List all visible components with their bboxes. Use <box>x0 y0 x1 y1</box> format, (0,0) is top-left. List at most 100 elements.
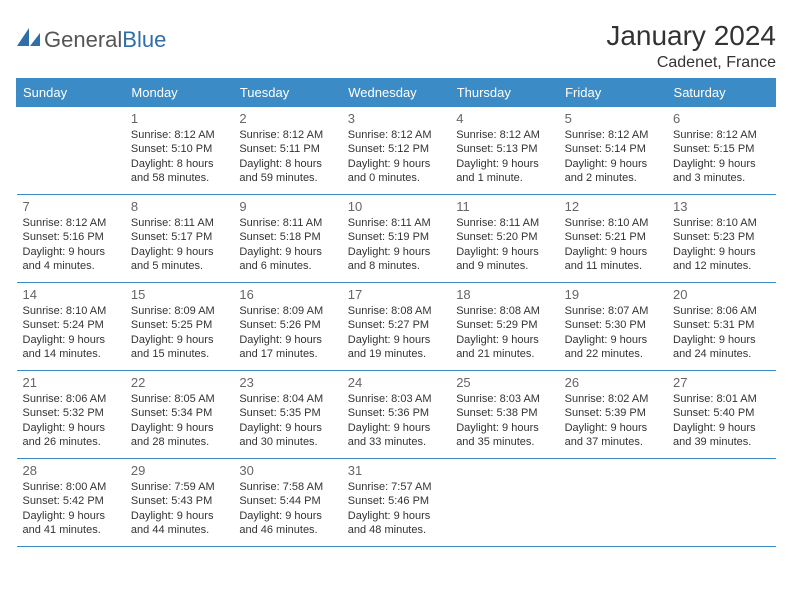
daylight-line: Daylight: 9 hours and 8 minutes. <box>348 245 444 274</box>
daylight-line: Daylight: 9 hours and 9 minutes. <box>456 245 552 274</box>
day-detail: Sunrise: 8:11 AMSunset: 5:19 PMDaylight:… <box>348 216 444 273</box>
calendar-day-cell: 17Sunrise: 8:08 AMSunset: 5:27 PMDayligh… <box>342 283 450 371</box>
sunrise-line: Sunrise: 8:12 AM <box>348 128 444 142</box>
daylight-line: Daylight: 9 hours and 41 minutes. <box>23 509 119 538</box>
day-detail: Sunrise: 8:03 AMSunset: 5:36 PMDaylight:… <box>348 392 444 449</box>
day-number: 18 <box>456 287 552 302</box>
sunrise-line: Sunrise: 8:12 AM <box>673 128 769 142</box>
weekday-header: Tuesday <box>233 79 341 107</box>
sunset-line: Sunset: 5:38 PM <box>456 406 552 420</box>
daylight-line: Daylight: 9 hours and 39 minutes. <box>673 421 769 450</box>
daylight-line: Daylight: 9 hours and 37 minutes. <box>565 421 661 450</box>
daylight-line: Daylight: 9 hours and 19 minutes. <box>348 333 444 362</box>
day-detail: Sunrise: 8:07 AMSunset: 5:30 PMDaylight:… <box>565 304 661 361</box>
sunset-line: Sunset: 5:17 PM <box>131 230 227 244</box>
sunset-line: Sunset: 5:16 PM <box>23 230 119 244</box>
sunrise-line: Sunrise: 8:03 AM <box>348 392 444 406</box>
day-number: 25 <box>456 375 552 390</box>
weekday-header: Sunday <box>17 79 125 107</box>
day-number: 14 <box>23 287 119 302</box>
sunset-line: Sunset: 5:12 PM <box>348 142 444 156</box>
sunrise-line: Sunrise: 8:09 AM <box>131 304 227 318</box>
location-line: Cadenet, France <box>606 54 776 72</box>
sunset-line: Sunset: 5:32 PM <box>23 406 119 420</box>
calendar-day-cell: 3Sunrise: 8:12 AMSunset: 5:12 PMDaylight… <box>342 107 450 195</box>
calendar-day-cell: 8Sunrise: 8:11 AMSunset: 5:17 PMDaylight… <box>125 195 233 283</box>
sunset-line: Sunset: 5:31 PM <box>673 318 769 332</box>
calendar-week-row: 14Sunrise: 8:10 AMSunset: 5:24 PMDayligh… <box>17 283 776 371</box>
sunrise-line: Sunrise: 8:06 AM <box>23 392 119 406</box>
sunset-line: Sunset: 5:46 PM <box>348 494 444 508</box>
day-number: 27 <box>673 375 769 390</box>
calendar-week-row: 28Sunrise: 8:00 AMSunset: 5:42 PMDayligh… <box>17 459 776 547</box>
sunset-line: Sunset: 5:14 PM <box>565 142 661 156</box>
day-detail: Sunrise: 8:12 AMSunset: 5:16 PMDaylight:… <box>23 216 119 273</box>
day-detail: Sunrise: 8:11 AMSunset: 5:18 PMDaylight:… <box>239 216 335 273</box>
sunset-line: Sunset: 5:43 PM <box>131 494 227 508</box>
calendar-day-cell: 1 Sunrise: 8:12 AMSunset: 5:10 PMDaylight… <box>125 107 233 195</box>
day-number: 12 <box>565 199 661 214</box>
sunrise-line: Sunrise: 8:12 AM <box>239 128 335 142</box>
day-detail: Sunrise: 8:08 AMSunset: 5:29 PMDaylight:… <box>456 304 552 361</box>
calendar-day-cell <box>667 459 775 547</box>
daylight-line: Daylight: 9 hours and 28 minutes. <box>131 421 227 450</box>
daylight-line: Daylight: 8 hours and 58 minutes. <box>131 157 227 186</box>
day-number: 29 <box>131 463 227 478</box>
sunset-line: Sunset: 5:25 PM <box>131 318 227 332</box>
day-number: 1 <box>131 111 227 126</box>
sunrise-line: Sunrise: 8:06 AM <box>673 304 769 318</box>
calendar-day-cell: 12Sunrise: 8:10 AMSunset: 5:21 PMDayligh… <box>559 195 667 283</box>
calendar-day-cell: 2Sunrise: 8:12 AMSunset: 5:11 PMDaylight… <box>233 107 341 195</box>
calendar-day-cell: 14Sunrise: 8:10 AMSunset: 5:24 PMDayligh… <box>17 283 125 371</box>
calendar-day-cell: 9 Sunrise: 8:11 AMSunset: 5:18 PMDaylight… <box>233 195 341 283</box>
sunset-line: Sunset: 5:13 PM <box>456 142 552 156</box>
daylight-line: Daylight: 8 hours and 59 minutes. <box>239 157 335 186</box>
daylight-line: Daylight: 9 hours and 35 minutes. <box>456 421 552 450</box>
calendar-week-row: 1 Sunrise: 8:12 AMSunset: 5:10 PMDaylight… <box>17 107 776 195</box>
daylight-line: Daylight: 9 hours and 17 minutes. <box>239 333 335 362</box>
calendar-header: Sunday Monday Tuesday Wednesday Thursday… <box>17 79 776 107</box>
day-number: 22 <box>131 375 227 390</box>
day-detail: Sunrise: 7:59 AMSunset: 5:43 PMDaylight:… <box>131 480 227 537</box>
sunrise-line: Sunrise: 7:58 AM <box>239 480 335 494</box>
day-number: 28 <box>23 463 119 478</box>
daylight-line: Daylight: 9 hours and 24 minutes. <box>673 333 769 362</box>
sunrise-line: Sunrise: 7:57 AM <box>348 480 444 494</box>
sunrise-line: Sunrise: 8:04 AM <box>239 392 335 406</box>
day-detail: Sunrise: 7:57 AMSunset: 5:46 PMDaylight:… <box>348 480 444 537</box>
day-number: 3 <box>348 111 444 126</box>
logo: GeneralBlue <box>16 20 166 53</box>
calendar-day-cell <box>450 459 558 547</box>
sunset-line: Sunset: 5:15 PM <box>673 142 769 156</box>
day-number: 4 <box>456 111 552 126</box>
day-detail: Sunrise: 8:12 AMSunset: 5:15 PMDaylight:… <box>673 128 769 185</box>
sunset-line: Sunset: 5:11 PM <box>239 142 335 156</box>
sunrise-line: Sunrise: 8:11 AM <box>131 216 227 230</box>
sunset-line: Sunset: 5:42 PM <box>23 494 119 508</box>
day-number: 26 <box>565 375 661 390</box>
calendar-day-cell: 19Sunrise: 8:07 AMSunset: 5:30 PMDayligh… <box>559 283 667 371</box>
sunrise-line: Sunrise: 8:09 AM <box>239 304 335 318</box>
calendar-day-cell <box>559 459 667 547</box>
daylight-line: Daylight: 9 hours and 2 minutes. <box>565 157 661 186</box>
sunrise-line: Sunrise: 8:11 AM <box>239 216 335 230</box>
day-detail: Sunrise: 8:12 AMSunset: 5:11 PMDaylight:… <box>239 128 335 185</box>
calendar-day-cell: 20Sunrise: 8:06 AMSunset: 5:31 PMDayligh… <box>667 283 775 371</box>
weekday-header: Saturday <box>667 79 775 107</box>
daylight-line: Daylight: 9 hours and 4 minutes. <box>23 245 119 274</box>
day-number: 9 <box>239 199 335 214</box>
day-detail: Sunrise: 8:12 AMSunset: 5:10 PMDaylight:… <box>131 128 227 185</box>
day-detail: Sunrise: 8:09 AMSunset: 5:26 PMDaylight:… <box>239 304 335 361</box>
month-title: January 2024 <box>606 20 776 52</box>
calendar-day-cell: 28Sunrise: 8:00 AMSunset: 5:42 PMDayligh… <box>17 459 125 547</box>
sunset-line: Sunset: 5:35 PM <box>239 406 335 420</box>
calendar-day-cell: 21Sunrise: 8:06 AMSunset: 5:32 PMDayligh… <box>17 371 125 459</box>
sunrise-line: Sunrise: 8:10 AM <box>565 216 661 230</box>
calendar-week-row: 21Sunrise: 8:06 AMSunset: 5:32 PMDayligh… <box>17 371 776 459</box>
sunset-line: Sunset: 5:18 PM <box>239 230 335 244</box>
calendar-body: 1 Sunrise: 8:12 AMSunset: 5:10 PMDaylight… <box>17 107 776 547</box>
day-number: 30 <box>239 463 335 478</box>
sunset-line: Sunset: 5:26 PM <box>239 318 335 332</box>
sunrise-line: Sunrise: 7:59 AM <box>131 480 227 494</box>
day-detail: Sunrise: 8:03 AMSunset: 5:38 PMDaylight:… <box>456 392 552 449</box>
